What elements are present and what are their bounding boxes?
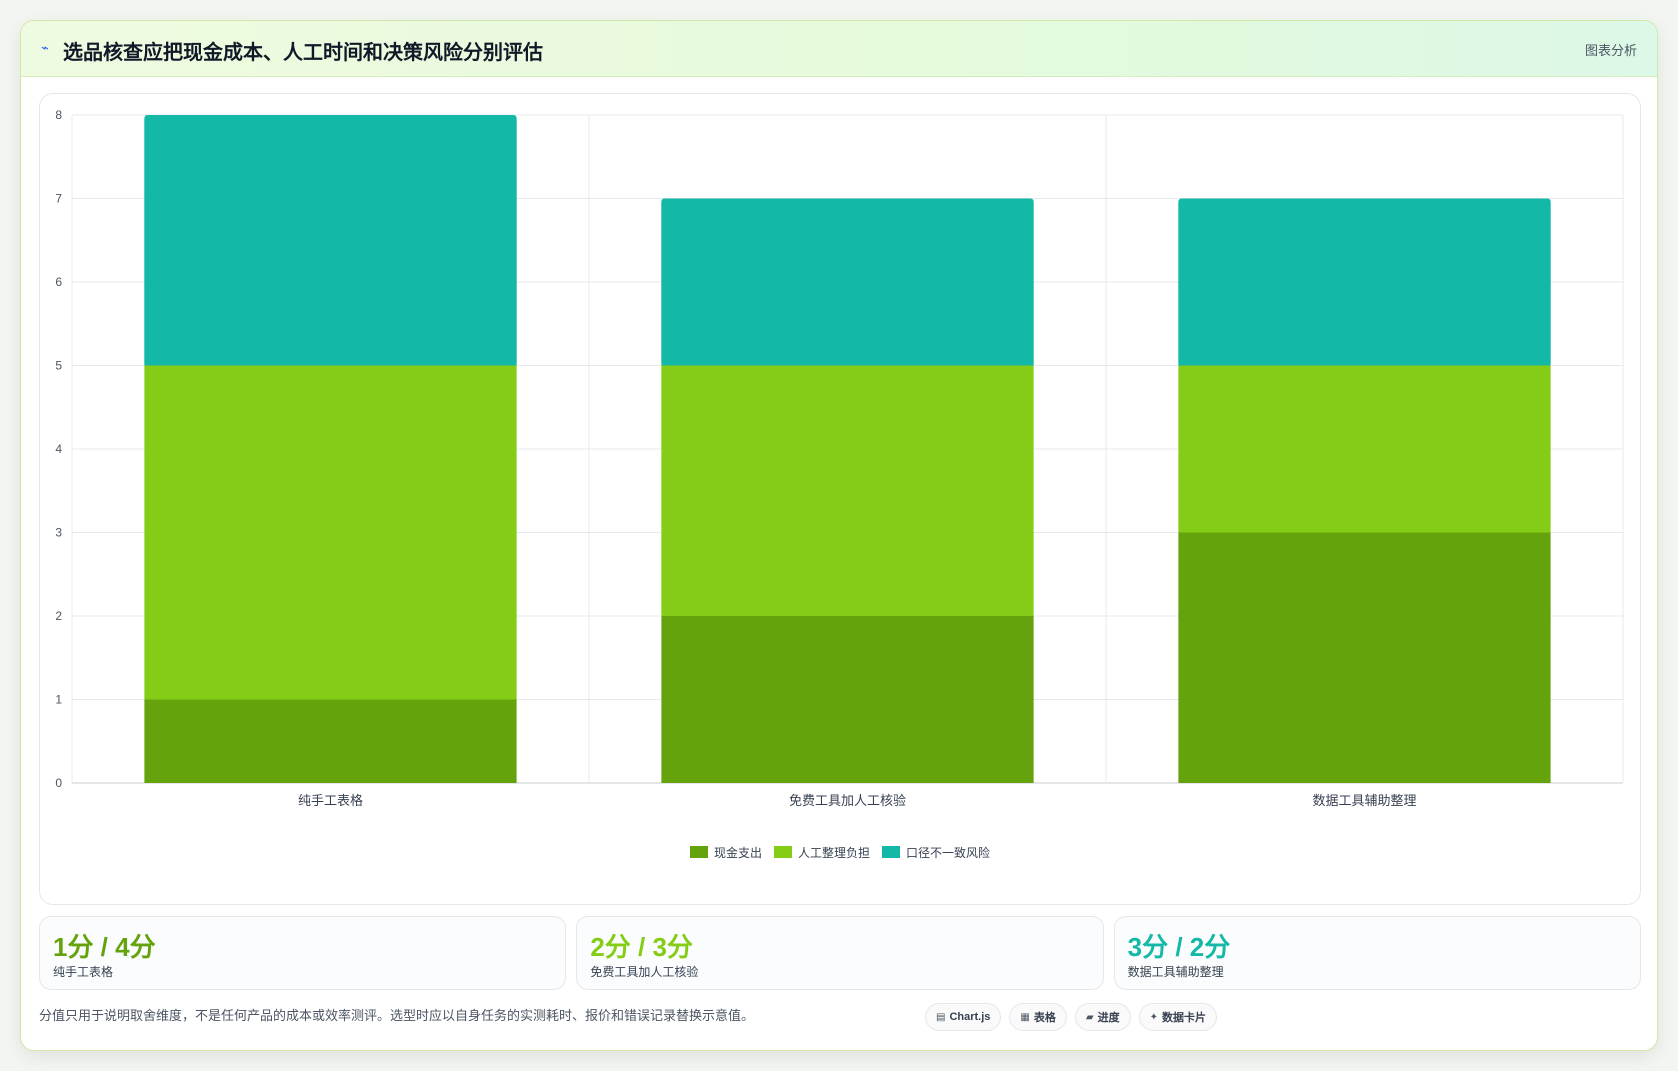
- chip-label: Chart.js: [949, 1011, 991, 1023]
- bar-segment-fill: [144, 119, 517, 366]
- bar-segment-fill: [661, 202, 1034, 366]
- kpi-card: 3分 / 2分数据工具辅助整理: [1113, 916, 1641, 990]
- y-tick-label: 0: [55, 776, 62, 790]
- kpi-value: 2分 / 3分: [590, 932, 693, 962]
- legend-label: 口径不一致风险: [906, 845, 991, 860]
- y-tick-label: 8: [55, 108, 62, 122]
- chart-analysis-tag: 图表分析: [1584, 43, 1637, 58]
- progress-icon: ▰: [1085, 1011, 1094, 1023]
- x-tick-label: 免费工具加人工核验: [789, 793, 906, 808]
- y-tick-label: 5: [55, 359, 62, 373]
- data-card-icon: ✦: [1149, 1011, 1158, 1023]
- legend-item[interactable]: 人工整理负担: [773, 844, 870, 861]
- feature-chip[interactable]: ▤ Chart.js: [925, 1003, 1002, 1031]
- legend-label: 人工整理负担: [797, 845, 870, 860]
- feature-chip[interactable]: ✦ 数据卡片: [1138, 1003, 1217, 1031]
- legend-swatch: [689, 846, 708, 858]
- card-header: ⌁ 选品核查应把现金成本、人工时间和决策风险分别评估 图表分析: [21, 21, 1657, 77]
- bar-segment: [144, 699, 517, 783]
- kpi-label: 纯手工表格: [53, 965, 114, 979]
- chart-legend: 现金支出 人工整理负担 口径不一致风险: [40, 842, 1640, 862]
- kpi-row: 1分 / 4分 纯手工表格 2分 / 3分 免费工具加人工核验 3分 / 2分 数据工具辅…: [39, 916, 1641, 990]
- y-tick-label: 7: [55, 192, 62, 206]
- legend-swatch: [773, 846, 792, 858]
- y-tick-label: 4: [55, 442, 62, 456]
- x-tick-label: 数据工具辅助整理: [1312, 793, 1416, 808]
- footer-note: 分值只用于说明取舍维度，不是任何产品的成本或效率测评。选型时应以自身任务的实测耗…: [39, 1008, 755, 1023]
- y-tick-label: 2: [55, 609, 62, 623]
- chart-line-icon: ⌁: [41, 40, 49, 55]
- kpi-card: 1分 / 4分纯手工表格: [39, 916, 567, 990]
- kpi-card: 2分 / 3分免费工具加人工核验: [576, 916, 1104, 990]
- y-tick-label: 6: [55, 275, 62, 289]
- x-tick-label: 纯手工表格: [298, 793, 363, 808]
- chip-label: 表格: [1033, 1012, 1056, 1024]
- legend-label: 现金支出: [713, 845, 762, 860]
- chart-card: ⌁ 选品核查应把现金成本、人工时间和决策风险分别评估 图表分析 0 1 2 3 4 5 6 7…: [20, 20, 1658, 1051]
- legend-item[interactable]: 现金支出: [689, 844, 762, 861]
- bar-segment: [1178, 532, 1551, 783]
- card-title: 选品核查应把现金成本、人工时间和决策风险分别评估: [63, 42, 543, 64]
- bar-segment: [661, 616, 1034, 783]
- y-tick-label: 3: [55, 526, 62, 540]
- legend-item[interactable]: 口径不一致风险: [882, 844, 990, 861]
- kpi-value: 1分 / 4分: [53, 932, 156, 962]
- table-icon: ▦: [1020, 1011, 1030, 1023]
- bar-segment: [661, 365, 1034, 616]
- bar-segment-fill: [1178, 202, 1551, 366]
- bar-segment: [1178, 365, 1551, 533]
- kpi-label: 免费工具加人工核验: [590, 965, 699, 979]
- feature-chips: ▤ Chart.js ▦ 表格 ▰ 进度 ✦ 数据卡片: [925, 1003, 1217, 1031]
- chart-icon: ▤: [936, 1011, 946, 1023]
- stacked-bar-chart: 0 1 2 3 4 5 6 7 8 纯手工表格 免费工具加人工核验 数据工具辅助整理: [55, 108, 1624, 808]
- chart-panel: 0 1 2 3 4 5 6 7 8 纯手工表格 免费工具加人工核验 数据工具辅助整理 现金支出 人工整理…: [39, 93, 1641, 905]
- kpi-value: 3分 / 2分: [1127, 932, 1231, 962]
- feature-chip[interactable]: ▦ 表格: [1009, 1003, 1067, 1031]
- bar-segment: [144, 365, 517, 700]
- legend-swatch: [882, 846, 900, 858]
- y-tick-label: 1: [55, 693, 62, 707]
- chip-label: 数据卡片: [1161, 1012, 1206, 1024]
- kpi-label: 数据工具辅助整理: [1127, 965, 1224, 979]
- chip-label: 进度: [1097, 1012, 1120, 1024]
- feature-chip[interactable]: ▰ 进度: [1074, 1003, 1131, 1031]
